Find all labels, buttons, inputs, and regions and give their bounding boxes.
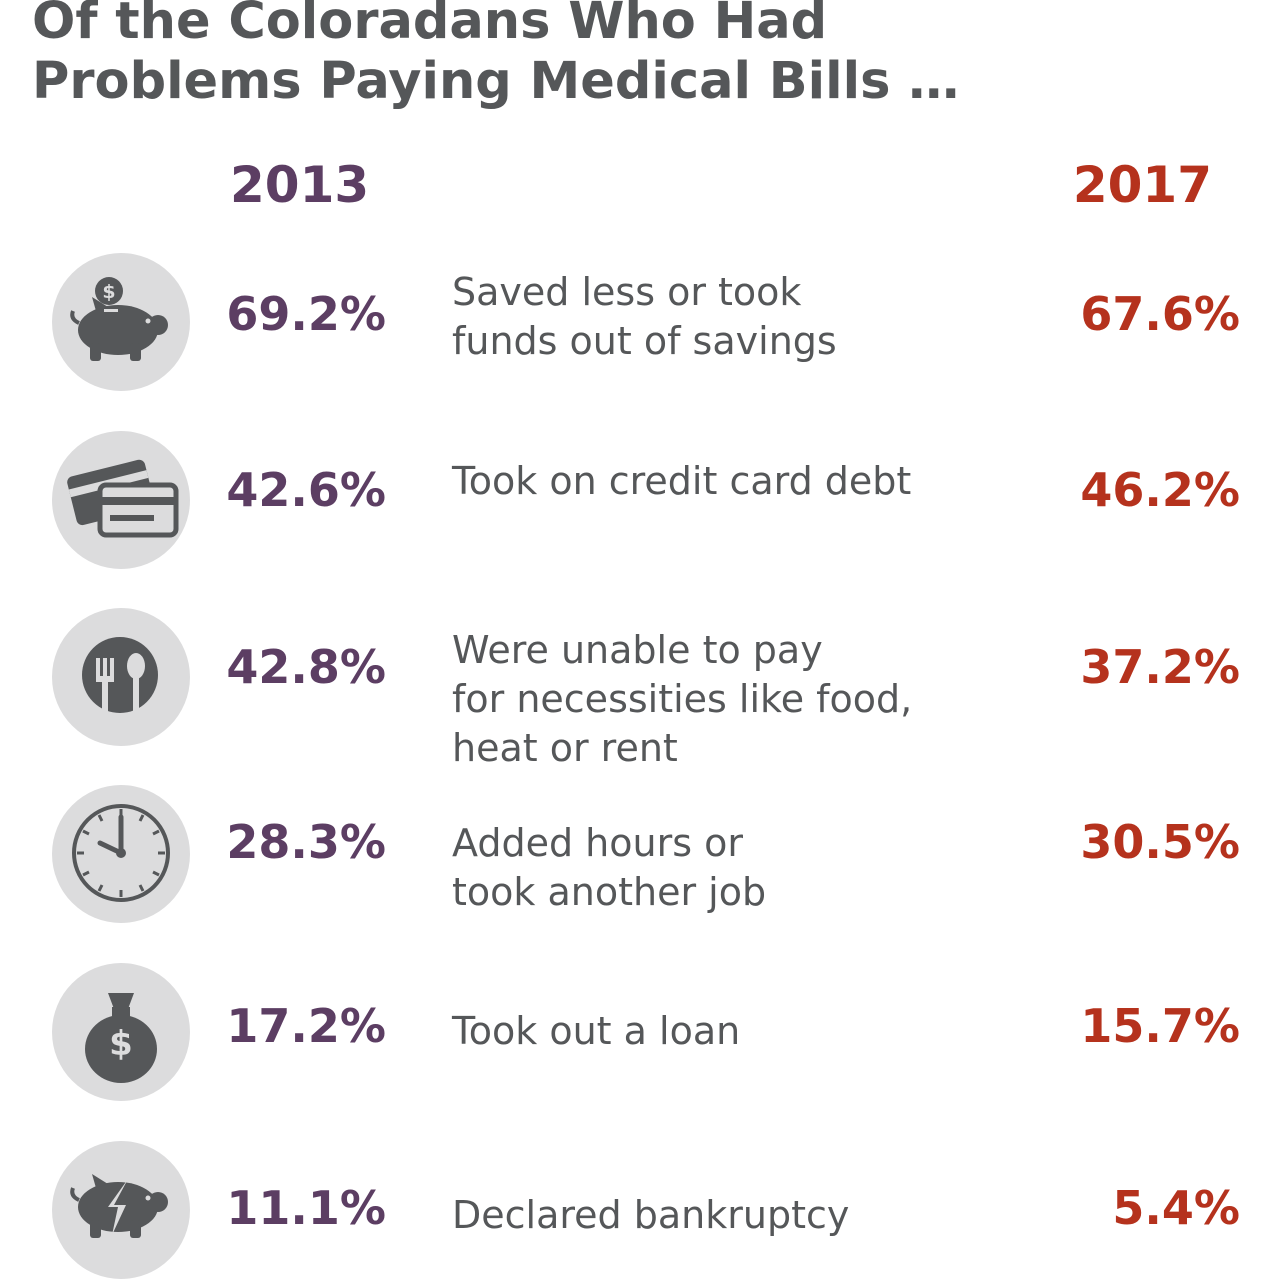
credit-card-icon [52, 431, 190, 569]
svg-text:$: $ [109, 1024, 133, 1064]
row-label-line: Were unable to pay [452, 628, 823, 672]
row-label: Took out a loan [452, 1007, 972, 1056]
value-2017: 5.4% [1112, 1181, 1240, 1235]
value-2013: 42.8% [226, 640, 386, 694]
row-label-line: Saved less or took [452, 270, 802, 314]
value-2017: 67.6% [1080, 287, 1240, 341]
row-label-line: took another job [452, 870, 767, 914]
row-label: Declared bankruptcy [452, 1191, 972, 1240]
row-label: Added hours or took another job [452, 819, 972, 917]
value-2017: 37.2% [1080, 640, 1240, 694]
value-2013: 42.6% [226, 463, 386, 517]
value-2017: 46.2% [1080, 463, 1240, 517]
fork-spoon-icon [52, 608, 190, 746]
row-label-line: funds out of savings [452, 319, 837, 363]
row-label-line: for necessities like food, [452, 677, 913, 721]
row-label: Were unable to pay for necessities like … [452, 626, 972, 773]
title-line-2: Problems Paying Medical Bills … [32, 52, 960, 111]
value-2013: 11.1% [226, 1181, 386, 1235]
value-2013: 17.2% [226, 999, 386, 1053]
row-label-line: Took out a loan [452, 1009, 741, 1053]
svg-text:$: $ [102, 281, 115, 303]
value-2017: 30.5% [1080, 815, 1240, 869]
row-label-line: Took on credit card debt [452, 459, 912, 503]
broken-piggy-bank-icon [52, 1141, 190, 1279]
column-header-2017: 2017 [1072, 156, 1212, 214]
piggy-bank-icon: $ [52, 253, 190, 391]
chart-title: Of the Coloradans Who Had Problems Payin… [32, 0, 1232, 112]
clock-icon [52, 785, 190, 923]
row-label-line: Added hours or [452, 821, 743, 865]
row-label: Saved less or took funds out of savings [452, 268, 972, 366]
value-2017: 15.7% [1080, 999, 1240, 1053]
row-label: Took on credit card debt [452, 457, 972, 506]
value-2013: 28.3% [226, 815, 386, 869]
value-2013: 69.2% [226, 287, 386, 341]
row-label-line: heat or rent [452, 726, 678, 770]
money-bag-icon: $ [52, 963, 190, 1101]
row-label-line: Declared bankruptcy [452, 1193, 850, 1237]
column-header-2013: 2013 [230, 156, 370, 214]
title-line-1: Of the Coloradans Who Had [32, 0, 828, 51]
